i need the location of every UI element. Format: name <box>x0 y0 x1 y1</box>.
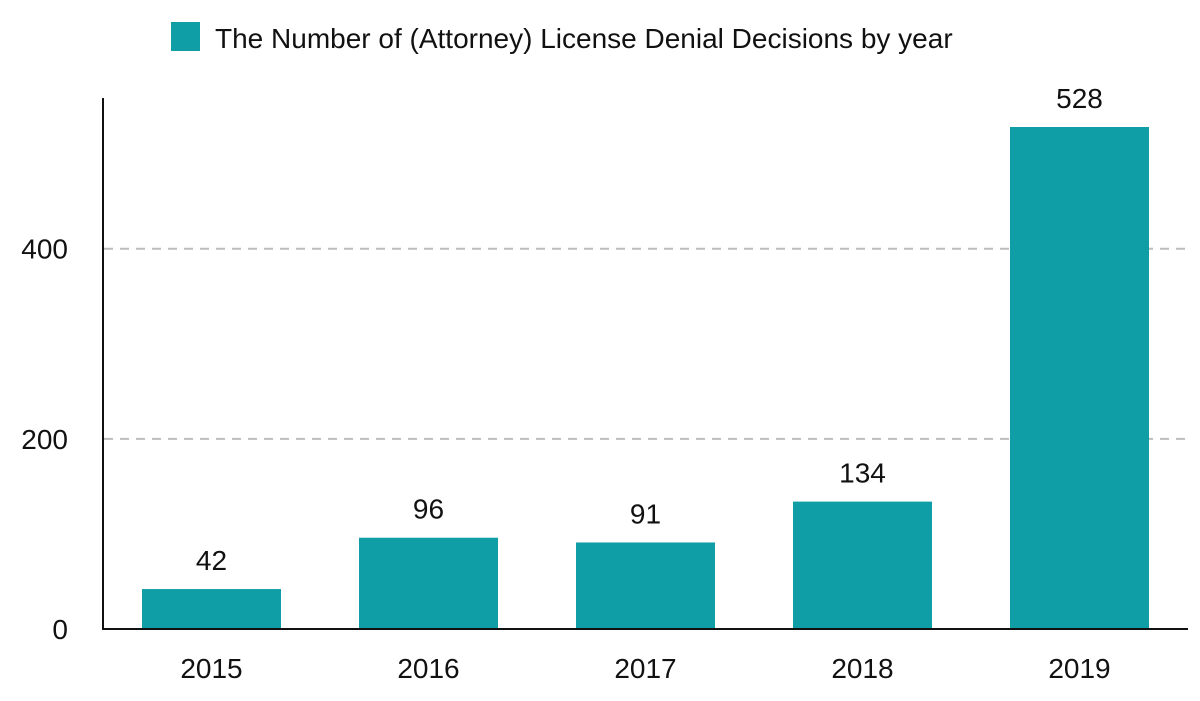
bars <box>142 127 1149 629</box>
y-tick-labels: 0 200 400 <box>21 234 68 645</box>
data-label-2018: 134 <box>839 458 886 489</box>
data-labels: 42 96 91 134 528 <box>196 83 1103 576</box>
legend: The Number of (Attorney) License Denial … <box>171 22 953 54</box>
y-tick-label-200: 200 <box>21 424 68 455</box>
y-tick-label-0: 0 <box>52 614 68 645</box>
bar-2016 <box>359 537 498 629</box>
bar-2015 <box>142 589 281 629</box>
bar-2018 <box>793 501 932 629</box>
bar-2017 <box>576 542 715 629</box>
x-tick-label-2018: 2018 <box>831 653 893 684</box>
y-tick-label-400: 400 <box>21 234 68 265</box>
x-tick-label-2017: 2017 <box>614 653 676 684</box>
x-tick-label-2019: 2019 <box>1048 653 1110 684</box>
gridlines <box>104 247 1188 440</box>
bar-2019 <box>1010 127 1149 629</box>
legend-swatch <box>171 22 200 51</box>
legend-label: The Number of (Attorney) License Denial … <box>215 23 953 54</box>
x-tick-label-2016: 2016 <box>397 653 459 684</box>
data-label-2016: 96 <box>413 494 444 525</box>
data-label-2019: 528 <box>1056 83 1103 114</box>
x-tick-labels: 2015 2016 2017 2018 2019 <box>180 653 1110 684</box>
data-label-2017: 91 <box>630 498 661 529</box>
x-tick-label-2015: 2015 <box>180 653 242 684</box>
axes <box>102 98 1188 630</box>
data-label-2015: 42 <box>196 545 227 576</box>
